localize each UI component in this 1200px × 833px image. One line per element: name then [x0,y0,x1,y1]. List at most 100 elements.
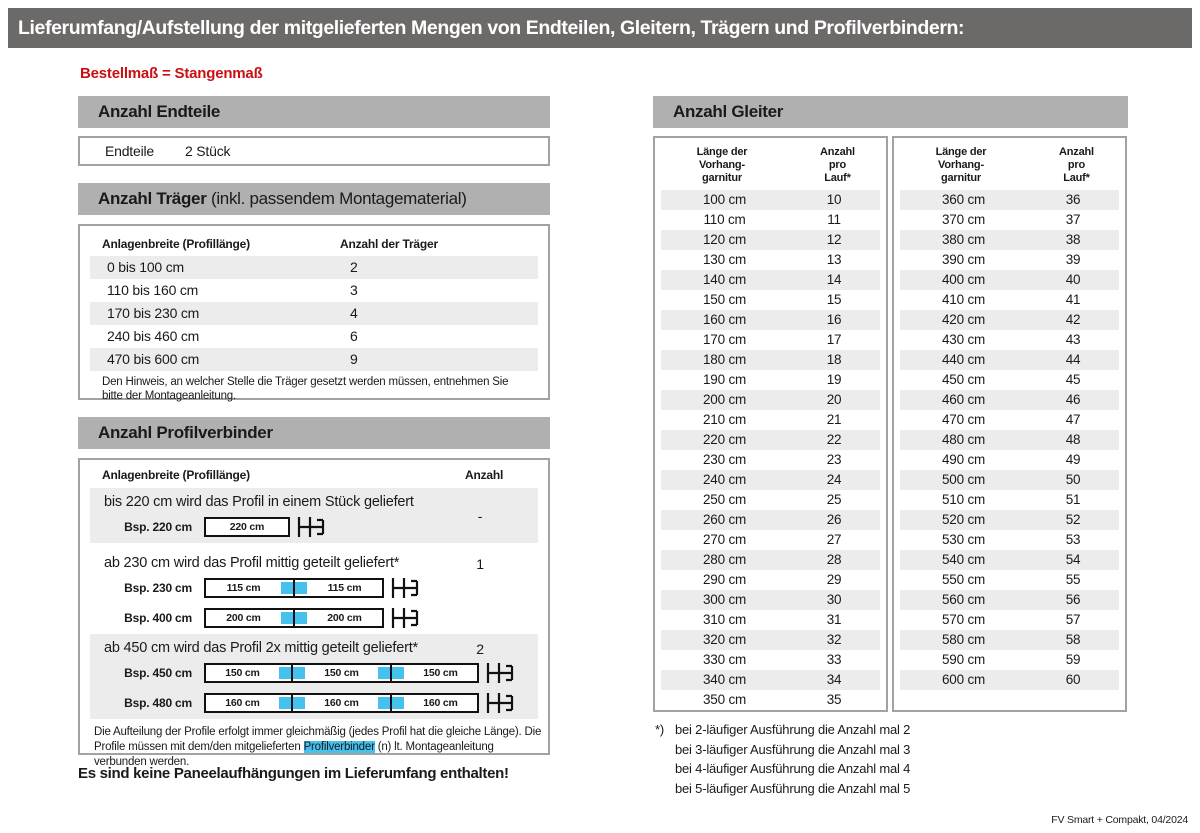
table-row: 360 cm 36 [900,190,1119,210]
gleiter-count-cell: 32 [826,632,842,647]
table-row: 590 cm 59 [900,650,1119,670]
table-row: 460 cm 46 [900,390,1119,410]
table-row: 220 cm 22 [661,430,880,450]
example-label: Bsp. 230 cm [124,581,192,595]
gleiter-count-cell: 14 [826,272,842,287]
gleiter-length-cell: 470 cm [941,412,986,427]
group-anzahl-value: 1 [476,556,484,572]
group-anzahl-value: - [477,507,483,524]
table-row: 370 cm 37 [900,210,1119,230]
gleiter-rows-left: 100 cm 10 110 cm 11 120 cm 12 130 cm 13 … [655,190,886,710]
section-heading-gleiter: Anzahl Gleiter [653,96,1128,128]
footnote-marker: *) [655,722,664,737]
profilverbinder-group-230: ab 230 cm wird das Profil mittig geteilt… [90,549,538,634]
profile-segment: 150 cm [324,667,359,679]
gleiter-count-cell: 15 [826,292,842,307]
table-row: 570 cm 57 [900,610,1119,630]
gleiter-length-cell: 490 cm [941,452,986,467]
document-footer: FV Smart + Compakt, 04/2024 [1051,814,1188,826]
traeger-range-cell: 470 bis 600 cm [107,351,200,367]
gleiter-count-cell: 44 [1065,352,1081,367]
gleiter-count-cell: 19 [826,372,842,387]
gleiter-length-cell: 340 cm [702,672,747,687]
gleiter-rows-right: 360 cm 36 370 cm 37 380 cm 38 390 cm 39 … [894,190,1125,690]
profile-bar: 220 cm [204,517,290,537]
gleiter-length-cell: 450 cm [941,372,986,387]
gleiter-count-cell: 48 [1065,432,1081,447]
gleiter-count-cell: 21 [826,412,842,427]
profilverbinder-group-450: ab 450 cm wird das Profil 2x mittig gete… [90,634,538,719]
gleiter-length-cell: 190 cm [702,372,747,387]
table-row: 230 cm 23 [661,450,880,470]
table-row: 170 bis 230 cm 4 [90,302,538,325]
profile-connector-icon [378,665,404,681]
gleiter-length-cell: 460 cm [941,392,986,407]
gleiter-length-cell: 370 cm [941,212,986,227]
gleiter-count-cell: 52 [1065,512,1081,527]
table-row: 270 cm 27 [661,530,880,550]
gleiter-count-cell: 37 [1065,212,1081,227]
gleiter-count-cell: 20 [826,392,842,407]
footnote-marker [653,740,675,760]
gleiter-count-cell: 47 [1065,412,1081,427]
traeger-range-cell: 170 bis 230 cm [107,305,200,321]
profile-connector-icon [281,580,307,596]
traeger-table-header: Anlagenbreite (Profillänge) Anzahl der T… [90,234,538,254]
table-row: 300 cm 30 [661,590,880,610]
table-row: 440 cm 44 [900,350,1119,370]
gleiter-count-cell: 42 [1065,312,1081,327]
traeger-note: Den Hinweis, an welcher Stelle die Träge… [102,376,509,402]
profile-bar: 160 cm 160 cm 160 cm [204,693,479,713]
gleiter-count-cell: 59 [1065,652,1081,667]
traeger-col2-header: Anzahl der Träger [340,237,438,251]
table-row: 560 cm 56 [900,590,1119,610]
table-row: 240 bis 460 cm 6 [90,325,538,348]
gleiter-count-cell: 24 [826,472,842,487]
table-row: 390 cm 39 [900,250,1119,270]
traeger-count-cell: 2 [350,259,358,275]
profile-bar: 200 cm 200 cm [204,608,384,628]
profile-segment: 220 cm [229,521,265,533]
gleiter-count-cell: 30 [826,592,842,607]
gleiter-count-cell: 60 [1065,672,1081,687]
profilverbinder-table-header: Anlagenbreite (Profillänge) Anzahl [90,466,538,484]
table-row: 600 cm 60 [900,670,1119,690]
gleiter-col1-header: Länge der Vorhang- garnitur [935,146,987,184]
profilverbinder-table: Anlagenbreite (Profillänge) Anzahl bis 2… [78,458,550,768]
table-row: 250 cm 25 [661,490,880,510]
traeger-count-cell: 4 [350,305,358,321]
table-row: 580 cm 58 [900,630,1119,650]
profile-end-pieces-icon [391,578,419,598]
gleiter-count-cell: 39 [1065,252,1081,267]
gleiter-count-cell: 34 [826,672,842,687]
gleiter-length-cell: 180 cm [702,352,747,367]
table-row: 380 cm 38 [900,230,1119,250]
table-row: 150 cm 15 [661,290,880,310]
gleiter-length-cell: 390 cm [941,252,986,267]
table-row: 200 cm 20 [661,390,880,410]
table-row: 480 cm 48 [900,430,1119,450]
endteile-box: Endteile 2 Stück [78,136,550,166]
profile-segment: 150 cm [225,667,260,679]
gleiter-length-cell: 100 cm [702,192,747,207]
gleiter-length-cell: 120 cm [702,232,747,247]
table-row: 170 cm 17 [661,330,880,350]
table-row: 420 cm 42 [900,310,1119,330]
table-row: 550 cm 55 [900,570,1119,590]
profile-segment: 200 cm [327,612,362,624]
gleiter-length-cell: 310 cm [702,612,747,627]
table-row: 470 cm 47 [900,410,1119,430]
table-row: 240 cm 24 [661,470,880,490]
profilverbinder-group-220: bis 220 cm wird das Profil in einem Stüc… [90,488,538,543]
profilverbinder-col2-header: Anzahl [465,468,504,482]
gleiter-length-cell: 540 cm [941,552,986,567]
note-highlighted-word: Profilverbinder [303,741,375,753]
table-row: 530 cm 53 [900,530,1119,550]
gleiter-length-cell: 560 cm [941,592,986,607]
example-row: Bsp. 480 cm 160 cm 160 cm 160 cm [90,692,538,714]
table-row: 120 cm 12 [661,230,880,250]
gleiter-length-cell: 530 cm [941,532,986,547]
gleiter-count-cell: 57 [1065,612,1081,627]
gleiter-table-header: Länge der Vorhang- garnitur Anzahl pro L… [894,146,1125,185]
table-row: 510 cm 51 [900,490,1119,510]
